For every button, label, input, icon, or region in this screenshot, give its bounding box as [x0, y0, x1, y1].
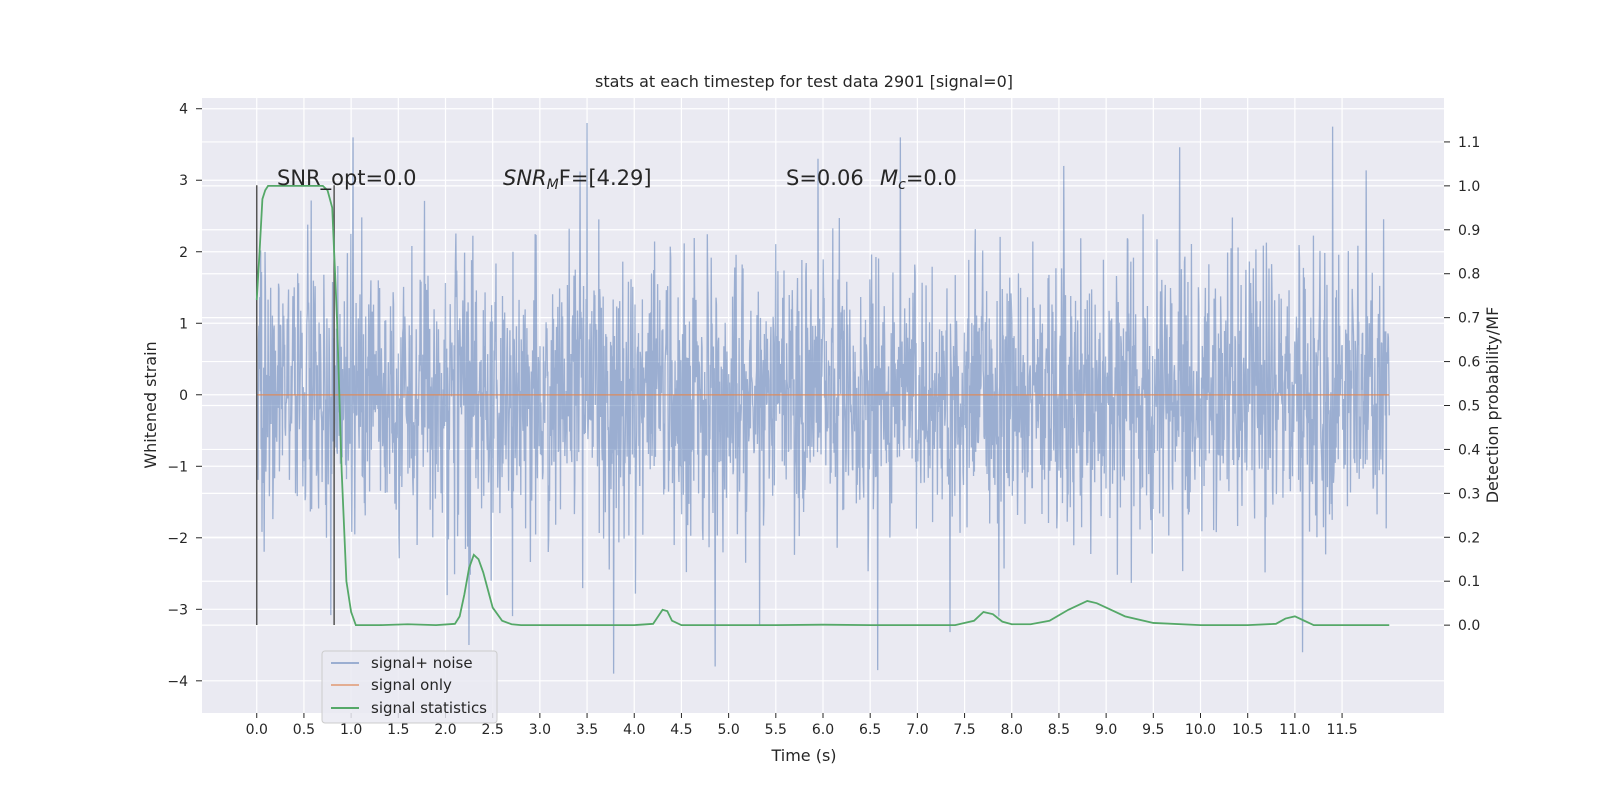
- y-left-tick-label-0: 4: [179, 102, 188, 118]
- y-left-tick-label-3: 1: [179, 316, 188, 332]
- y-left-tick-label-1: 3: [179, 173, 188, 189]
- x-tick-label-22: 11.0: [1279, 722, 1310, 738]
- legend: signal+ noise signal only signal statist…: [321, 650, 498, 724]
- x-tick-label-19: 9.5: [1142, 722, 1164, 738]
- x-tick-label-16: 8.0: [1001, 722, 1023, 738]
- y-right-tick-label-3: 0.8: [1458, 267, 1480, 283]
- y-right-tick-label-0: 1.1: [1458, 135, 1480, 151]
- y-right-tick-label-7: 0.4: [1458, 442, 1480, 458]
- y-left-tick-label-7: −3: [167, 602, 188, 618]
- y-axis-right-label: Detection probability/MF: [1483, 307, 1502, 504]
- x-tick-label-18: 9.0: [1095, 722, 1117, 738]
- signal-plus-noise-series: [256, 123, 1390, 674]
- x-tick-label-9: 4.5: [670, 722, 692, 738]
- x-tick-label-2: 1.0: [340, 722, 362, 738]
- y-right-tick-label-8: 0.3: [1458, 486, 1480, 502]
- x-tick-label-14: 7.0: [906, 722, 928, 738]
- y-right-tick-label-4: 0.7: [1458, 311, 1480, 327]
- x-tick-label-11: 5.5: [765, 722, 787, 738]
- legend-label-signal-noise: signal+ noise: [371, 654, 473, 672]
- snr-mf-rest: F=[4.29]: [559, 166, 652, 190]
- x-tick-label-5: 2.5: [482, 722, 504, 738]
- mc-sub: c: [898, 177, 906, 193]
- y-left-tick-label-4: 0: [179, 388, 188, 404]
- x-axis-ticks: 0.0 0.5 1.0 1.5 2.0 2.5 3.0 3.5 4.0 4.5 5.0 5.5 6.0 6…: [246, 713, 1358, 738]
- x-tick-label-8: 4.0: [623, 722, 645, 738]
- chart-title: stats at each timestep for test data 290…: [595, 72, 1013, 91]
- y-axis-right-ticks: 1.1 1.0 0.9 0.8 0.7 0.6 0.5 0.4 0.3 0.2 0.1 0.0: [1444, 135, 1480, 634]
- x-tick-label-13: 6.5: [859, 722, 881, 738]
- y-left-tick-label-8: −4: [167, 674, 188, 690]
- x-tick-label-20: 10.0: [1185, 722, 1216, 738]
- x-tick-label-23: 11.5: [1326, 722, 1357, 738]
- y-right-tick-label-5: 0.6: [1458, 355, 1480, 371]
- x-tick-label-15: 7.5: [953, 722, 975, 738]
- x-tick-label-17: 8.5: [1048, 722, 1070, 738]
- x-tick-label-21: 10.5: [1232, 722, 1263, 738]
- x-tick-label-7: 3.5: [576, 722, 598, 738]
- annotation-mc: Mc=0.0: [880, 166, 957, 193]
- snr-mf-sub: M: [547, 177, 559, 193]
- signal-statistics-series: [255, 184, 1390, 627]
- snr-mf-prefix: SNR: [503, 166, 547, 190]
- y-right-tick-label-1: 1.0: [1458, 179, 1480, 195]
- x-axis-label: Time (s): [770, 746, 836, 765]
- x-tick-label-1: 0.5: [293, 722, 315, 738]
- legend-label-signal-statistics: signal statistics: [371, 699, 487, 717]
- x-tick-label-6: 3.0: [529, 722, 551, 738]
- signal-statistics-line: [255, 184, 1390, 627]
- x-tick-label-0: 0.0: [246, 722, 268, 738]
- mc-prefix: M: [880, 166, 898, 190]
- y-left-tick-label-2: 2: [179, 245, 188, 261]
- annotation-s-stat: S=0.06: [786, 166, 864, 190]
- y-right-tick-label-11: 0.0: [1458, 618, 1480, 634]
- signal-plus-noise-line: [256, 123, 1390, 674]
- y-right-tick-label-6: 0.5: [1458, 399, 1480, 415]
- legend-label-signal-only: signal only: [371, 676, 452, 694]
- y-axis-left-ticks: 4 3 2 1 0 −1 −2 −3 −4: [167, 102, 202, 690]
- y-left-tick-label-6: −2: [167, 531, 188, 547]
- y-right-tick-label-2: 0.9: [1458, 223, 1480, 239]
- annotation-snr-opt: SNR_opt=0.0: [277, 166, 417, 191]
- annotation-snr-mf: SNRMF=[4.29]: [503, 166, 652, 193]
- y-left-tick-label-5: −1: [167, 459, 188, 475]
- x-tick-label-3: 1.5: [387, 722, 409, 738]
- y-right-tick-label-9: 0.2: [1458, 530, 1480, 546]
- x-tick-label-10: 5.0: [717, 722, 739, 738]
- x-tick-label-4: 2.0: [434, 722, 456, 738]
- x-tick-label-12: 6.0: [812, 722, 834, 738]
- y-axis-left-label: Whitened strain: [141, 341, 160, 468]
- mc-rest: =0.0: [906, 166, 957, 190]
- y-right-tick-label-10: 0.1: [1458, 574, 1480, 590]
- legend-box: [321, 650, 498, 724]
